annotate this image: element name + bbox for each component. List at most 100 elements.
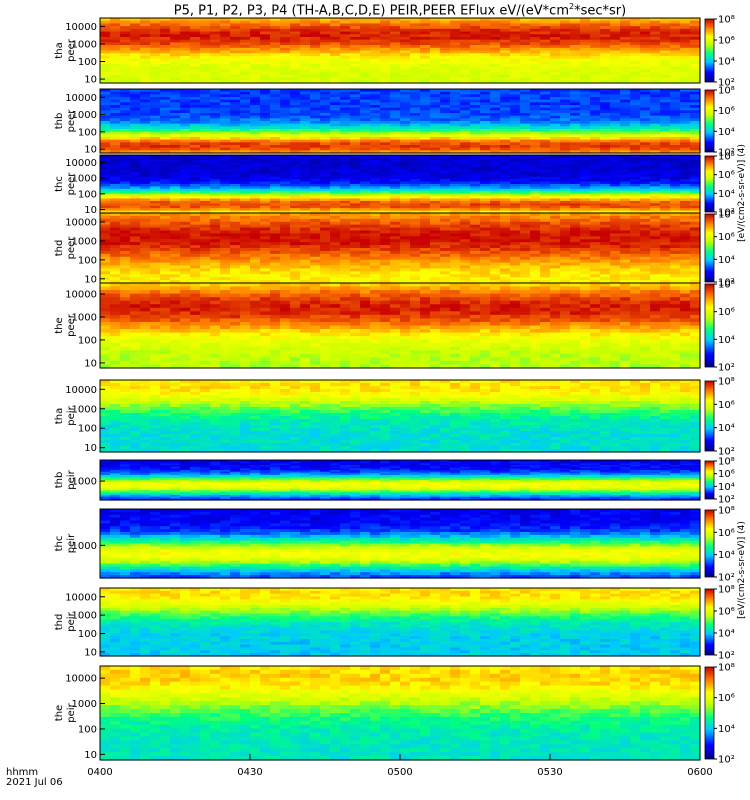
heatmap-cell xyxy=(540,145,551,149)
heatmap-cell xyxy=(670,208,681,212)
heatmap-cell xyxy=(200,129,211,133)
heatmap-cell xyxy=(340,179,351,183)
heatmap-cell xyxy=(100,157,111,161)
heatmap-cell xyxy=(670,227,681,232)
heatmap-cell xyxy=(180,145,191,149)
heatmap-cell xyxy=(310,18,321,22)
heatmap-cell xyxy=(580,233,591,237)
heatmap-cell xyxy=(480,213,491,217)
heatmap-cell xyxy=(640,213,651,217)
heatmap-cell xyxy=(420,45,431,49)
heatmap-cell xyxy=(690,239,701,243)
heatmap-cell xyxy=(130,205,141,209)
heatmap-cell xyxy=(560,134,571,138)
y-tick-label: 1000 xyxy=(72,174,97,185)
heatmap-cell xyxy=(260,72,271,76)
heatmap-cell xyxy=(240,215,251,220)
heatmap-cell xyxy=(260,159,271,163)
heatmap-cell xyxy=(460,107,471,111)
heatmap-cell xyxy=(210,191,221,195)
heatmap-cell xyxy=(670,159,681,163)
heatmap-cell xyxy=(420,72,431,76)
heatmap-cell xyxy=(600,186,611,190)
heatmap-cell xyxy=(130,91,141,95)
heatmap-cell xyxy=(320,91,331,95)
heatmap-cell xyxy=(350,159,361,163)
heatmap-cell xyxy=(410,36,421,41)
heatmap-cell xyxy=(170,89,181,93)
heatmap-cell xyxy=(460,66,471,71)
heatmap-cell xyxy=(110,181,121,185)
heatmap-cell xyxy=(450,39,461,43)
heatmap-cell xyxy=(620,113,631,117)
heatmap-cell xyxy=(390,91,401,95)
heatmap-cell xyxy=(690,179,701,183)
heatmap-cell xyxy=(380,121,391,125)
heatmap-cell xyxy=(670,224,681,229)
heatmap-cell xyxy=(640,126,651,130)
heatmap-cell xyxy=(690,64,701,68)
heatmap-cell xyxy=(450,198,461,202)
heatmap-cell xyxy=(550,145,561,149)
heatmap-cell xyxy=(690,31,701,35)
heatmap-cell xyxy=(410,42,421,46)
heatmap-cell xyxy=(550,147,561,151)
heatmap-cell xyxy=(440,66,451,71)
heatmap-cell xyxy=(620,147,631,151)
heatmap-cell xyxy=(450,102,461,106)
heatmap-cell xyxy=(440,176,451,180)
heatmap-cell xyxy=(300,129,311,133)
heatmap-cell xyxy=(570,97,581,101)
heatmap-cell xyxy=(160,145,171,149)
heatmap-cell xyxy=(100,167,111,171)
heatmap-cell xyxy=(170,102,181,106)
heatmap-cell xyxy=(320,142,331,146)
heatmap-cell xyxy=(540,77,551,81)
heatmap-cell xyxy=(140,39,151,43)
heatmap-cell xyxy=(160,61,171,65)
heatmap-cell xyxy=(130,50,141,54)
heatmap-cell xyxy=(180,155,191,159)
heatmap-cell xyxy=(310,107,321,111)
heatmap-cell xyxy=(370,157,381,161)
heatmap-cell xyxy=(330,55,341,60)
heatmap-cell xyxy=(310,102,321,106)
heatmap-cell xyxy=(120,236,131,240)
heatmap-cell xyxy=(510,121,521,125)
heatmap-cell xyxy=(100,179,111,183)
heatmap-cell xyxy=(170,184,181,188)
heatmap-cell xyxy=(390,74,401,79)
heatmap-cell xyxy=(580,107,591,111)
heatmap-cell xyxy=(510,97,521,101)
heatmap-cell xyxy=(450,179,461,183)
heatmap-cell xyxy=(320,55,331,60)
heatmap-cell xyxy=(270,110,281,114)
heatmap-cell xyxy=(330,118,341,122)
heatmap-cell xyxy=(600,18,611,22)
heatmap-cell xyxy=(350,115,361,119)
heatmap-cell xyxy=(150,191,161,195)
heatmap-cell xyxy=(190,196,201,200)
heatmap-cell xyxy=(620,110,631,114)
heatmap-cell xyxy=(420,198,431,202)
heatmap-cell xyxy=(400,36,411,41)
heatmap-cell xyxy=(500,233,511,237)
heatmap-cell xyxy=(330,99,341,103)
heatmap-cell xyxy=(260,31,271,35)
heatmap-cell xyxy=(230,105,241,109)
heatmap-cell xyxy=(500,39,511,43)
heatmap-cell xyxy=(500,134,511,138)
heatmap-cell xyxy=(150,218,161,223)
heatmap-cell xyxy=(530,139,541,143)
heatmap-cell xyxy=(150,72,161,76)
heatmap-cell xyxy=(570,113,581,117)
heatmap-cell xyxy=(400,91,411,95)
heatmap-cell xyxy=(510,74,521,79)
heatmap-cell xyxy=(210,23,221,27)
heatmap-cell xyxy=(320,203,331,207)
heatmap-cell xyxy=(420,208,431,212)
heatmap-cell xyxy=(340,121,351,125)
heatmap-cell xyxy=(390,123,401,127)
heatmap-cell xyxy=(200,196,211,200)
heatmap-cell xyxy=(100,45,111,49)
